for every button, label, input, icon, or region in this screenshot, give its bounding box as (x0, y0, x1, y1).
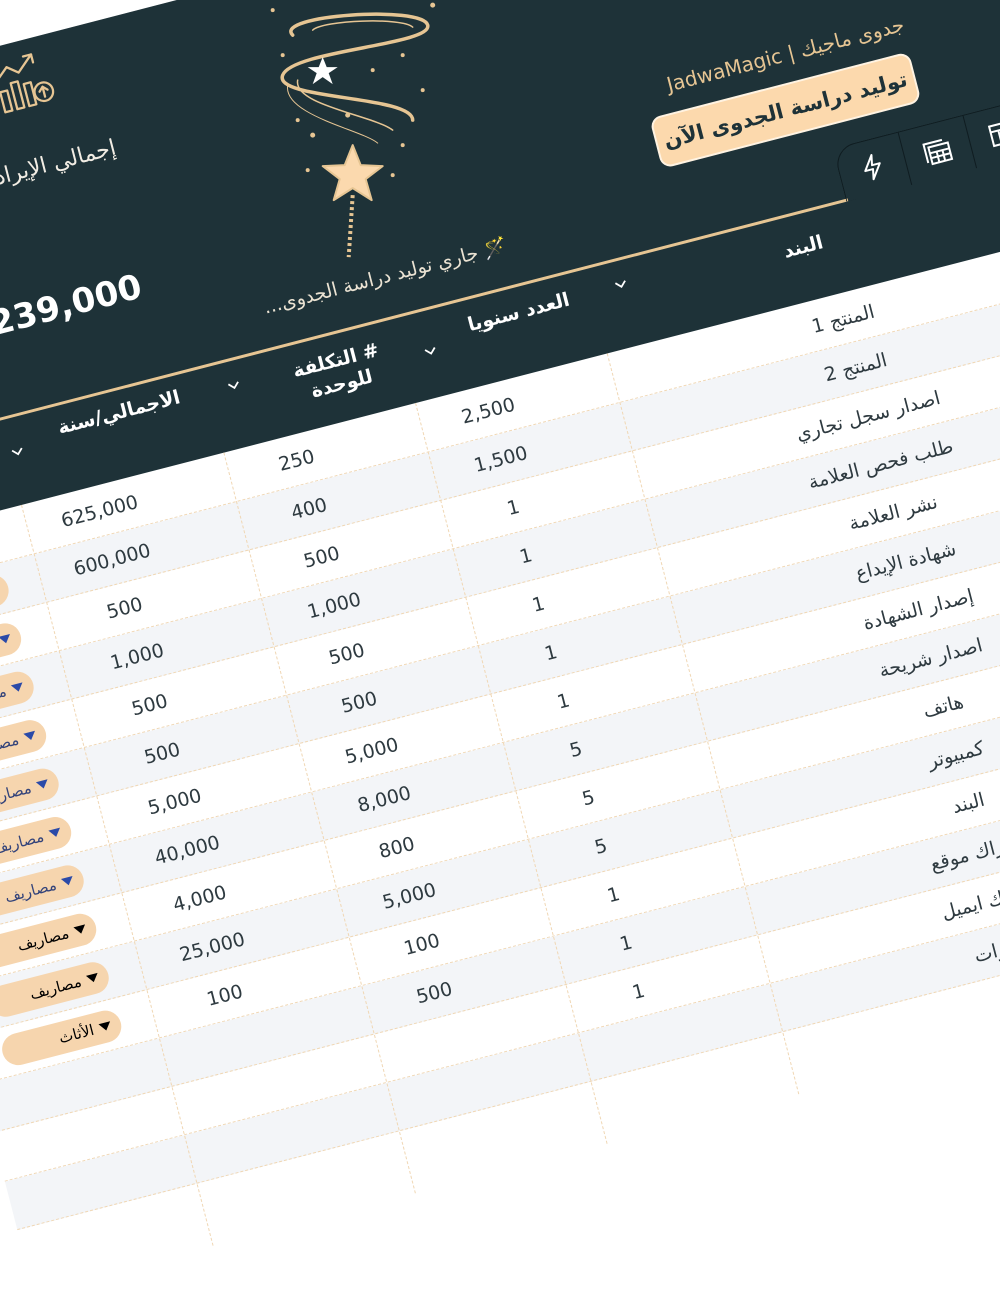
category-label: مصاريف (0, 827, 46, 858)
chevron-down-icon[interactable] (614, 278, 629, 293)
wand-star-icon (321, 144, 384, 202)
white-star-icon (307, 57, 338, 85)
dropdown-triangle-icon (35, 779, 50, 790)
category-label: مصاريف (0, 778, 34, 810)
category-label: مصاريف (15, 924, 71, 955)
lightning-icon (864, 154, 881, 181)
magic-wand-animation (270, 2, 436, 258)
dropdown-triangle-icon (23, 730, 37, 742)
category-label: مصاريف (2, 875, 59, 907)
dropdown-triangle-icon (85, 972, 100, 984)
category-label: مصاريف (0, 682, 9, 713)
chevron-down-icon[interactable] (423, 344, 438, 359)
tab-calculator[interactable] (897, 115, 977, 186)
category-label: مصاريف (0, 730, 21, 762)
dropdown-triangle-icon (73, 924, 88, 936)
dropdown-triangle-icon (98, 1021, 113, 1032)
table-icon (987, 119, 1000, 148)
dropdown-triangle-icon (48, 827, 63, 839)
category-label: مصاريف (27, 972, 84, 1004)
dropdown-triangle-icon (10, 682, 25, 694)
revenue-chart-icon (0, 53, 55, 114)
calculator-icon (922, 138, 954, 166)
tab-lightning[interactable] (834, 133, 911, 202)
chevron-down-icon[interactable] (227, 379, 242, 394)
chevron-down-icon[interactable] (10, 445, 25, 460)
dropdown-triangle-icon (60, 876, 75, 887)
dropdown-triangle-icon (0, 633, 12, 645)
category-label: الأثاث (56, 1020, 96, 1048)
